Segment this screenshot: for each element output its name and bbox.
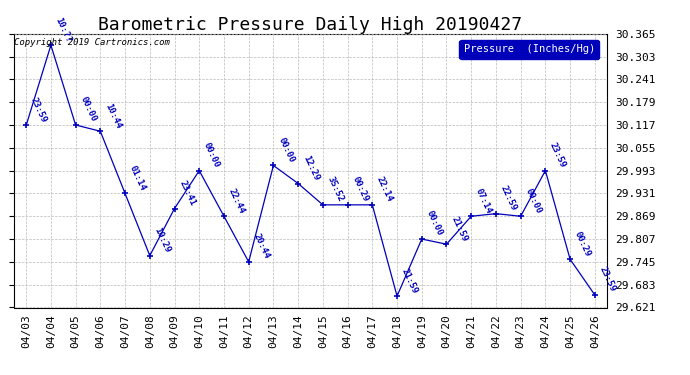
Legend: Pressure  (Inches/Hg): Pressure (Inches/Hg) [460,40,599,58]
Text: 00:00: 00:00 [276,136,296,164]
Text: 10:??: 10:?? [54,16,73,44]
Text: 00:00: 00:00 [79,96,98,124]
Pressure  (Inches/Hg) [96,129,104,134]
Text: 00:00: 00:00 [524,187,543,215]
Pressure  (Inches/Hg) [121,191,129,196]
Text: 21:59: 21:59 [449,214,469,243]
Pressure  (Inches/Hg) [344,202,352,207]
Text: 23:59: 23:59 [29,96,48,124]
Text: 00:00: 00:00 [202,141,221,169]
Pressure  (Inches/Hg) [591,293,599,297]
Pressure  (Inches/Hg) [269,163,277,168]
Text: 22:59: 22:59 [499,184,518,212]
Pressure  (Inches/Hg) [195,168,204,173]
Title: Barometric Pressure Daily High 20190427: Barometric Pressure Daily High 20190427 [99,16,522,34]
Text: 12:29: 12:29 [301,154,320,182]
Pressure  (Inches/Hg) [517,214,525,219]
Text: 20:44: 20:44 [251,232,271,261]
Text: 00:29: 00:29 [573,230,593,258]
Pressure  (Inches/Hg) [467,214,475,219]
Pressure  (Inches/Hg) [294,181,302,186]
Line: Pressure  (Inches/Hg): Pressure (Inches/Hg) [23,42,598,299]
Pressure  (Inches/Hg) [47,43,55,47]
Pressure  (Inches/Hg) [541,168,549,173]
Text: 22:14: 22:14 [375,175,395,204]
Pressure  (Inches/Hg) [170,206,179,211]
Text: 23:59: 23:59 [598,266,617,294]
Text: 10:44: 10:44 [103,102,123,130]
Text: 23:59: 23:59 [548,141,568,169]
Pressure  (Inches/Hg) [393,294,401,298]
Pressure  (Inches/Hg) [72,123,80,127]
Pressure  (Inches/Hg) [417,237,426,241]
Pressure  (Inches/Hg) [442,242,451,246]
Text: 10:29: 10:29 [152,226,172,254]
Pressure  (Inches/Hg) [368,202,377,207]
Pressure  (Inches/Hg) [566,257,574,261]
Text: Copyright 2019 Cartronics.com: Copyright 2019 Cartronics.com [14,38,170,47]
Pressure  (Inches/Hg) [319,202,327,207]
Text: 07:14: 07:14 [474,187,493,215]
Text: 23:41: 23:41 [177,179,197,207]
Pressure  (Inches/Hg) [146,254,154,258]
Text: 00:00: 00:00 [424,210,444,238]
Pressure  (Inches/Hg) [492,211,500,216]
Text: 21:59: 21:59 [400,267,420,295]
Text: 01:14: 01:14 [128,164,148,192]
Text: 00:29: 00:29 [351,175,370,204]
Pressure  (Inches/Hg) [22,123,30,128]
Text: 35:52: 35:52 [326,175,345,204]
Pressure  (Inches/Hg) [220,214,228,219]
Text: 22:44: 22:44 [227,187,246,215]
Pressure  (Inches/Hg) [244,260,253,264]
